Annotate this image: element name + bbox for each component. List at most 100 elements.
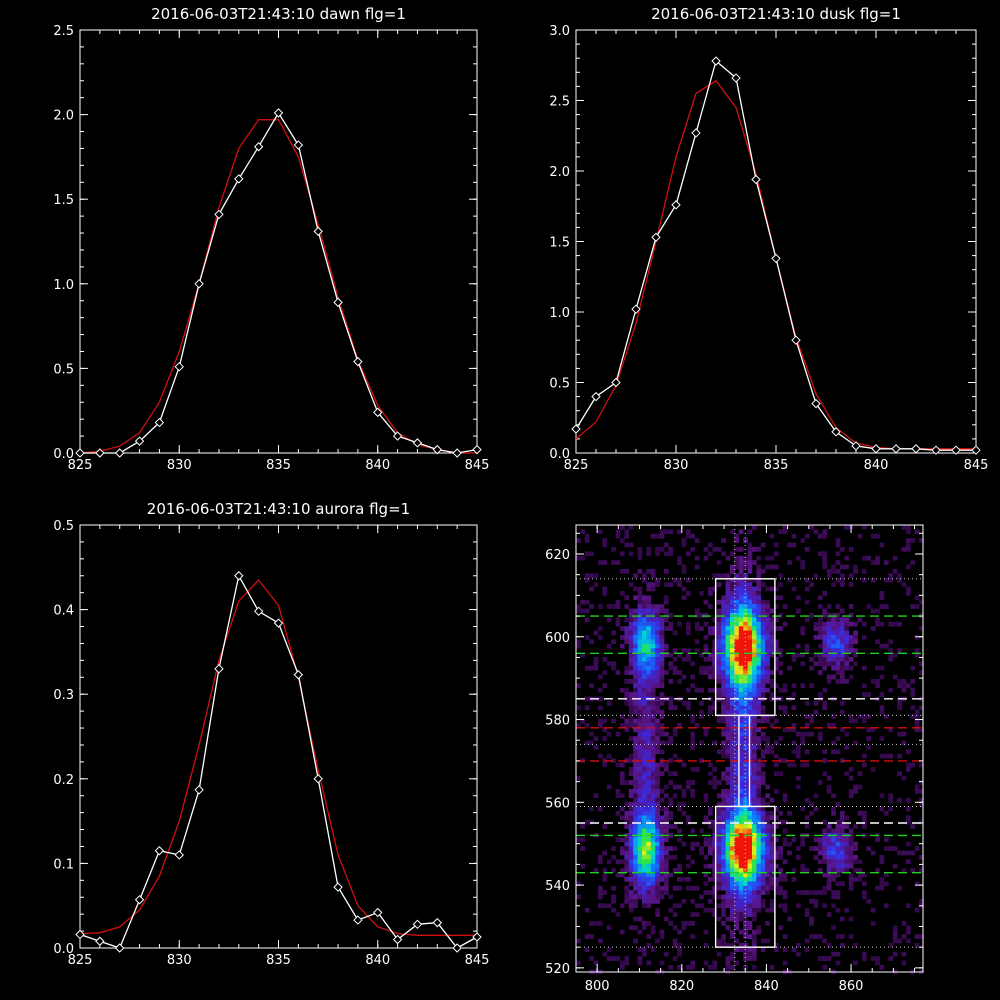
heatmap-cell — [822, 837, 828, 843]
heatmap-cell — [730, 846, 735, 851]
heatmap-cell — [655, 626, 660, 631]
heatmap-cell — [725, 965, 731, 970]
heatmap-cell — [738, 714, 744, 719]
heatmap-cell — [743, 709, 748, 715]
heatmap-cell — [686, 885, 691, 891]
heatmap-cell — [747, 599, 753, 605]
heatmap-cell — [752, 806, 757, 812]
heatmap-cell — [765, 855, 770, 860]
heatmap-cell — [743, 775, 748, 781]
heatmap-cell — [708, 965, 713, 970]
heatmap-cell — [774, 586, 779, 592]
heatmap-cell — [738, 758, 744, 763]
heatmap-cell — [756, 687, 762, 693]
heatmap-cell — [818, 859, 823, 865]
heatmap-cell — [664, 595, 669, 601]
heatmap-cell — [879, 591, 885, 596]
heatmap-cell — [857, 859, 863, 865]
heatmap-cell — [664, 652, 669, 658]
heatmap-cell — [752, 929, 757, 935]
heatmap-cell — [738, 582, 744, 587]
heatmap-cell — [769, 877, 775, 882]
heatmap-cell — [628, 639, 634, 645]
heatmap-cell — [870, 907, 876, 913]
heatmap-cell — [910, 687, 916, 693]
heatmap-cell — [760, 621, 766, 627]
heatmap-cell — [730, 657, 735, 662]
heatmap-cell — [694, 648, 700, 653]
heatmap-cell — [716, 714, 722, 719]
heatmap-cell — [659, 771, 665, 777]
heatmap-cell — [853, 846, 858, 851]
heatmap-cell — [774, 885, 779, 891]
heatmap-cell — [774, 846, 779, 851]
heatmap-cell — [774, 740, 779, 746]
heatmap-cell — [694, 621, 700, 627]
heatmap-cell — [650, 727, 656, 733]
heatmap-cell — [637, 591, 643, 596]
heatmap-cell — [650, 802, 656, 807]
heatmap-cell — [796, 903, 801, 909]
heatmap-cell — [778, 850, 784, 856]
heatmap-cell — [822, 648, 828, 653]
heatmap-cell — [734, 652, 740, 658]
heatmap-cell — [765, 745, 770, 750]
heatmap-cell — [672, 771, 678, 777]
heatmap-cell — [822, 533, 828, 539]
heatmap-cell — [708, 877, 713, 882]
heatmap-cell — [668, 815, 674, 821]
heatmap-cell — [584, 599, 590, 605]
heatmap-cell — [664, 551, 669, 557]
heatmap-cell — [831, 661, 836, 667]
heatmap-cell — [646, 771, 652, 777]
heatmap-cell — [659, 749, 665, 755]
heatmap-cell — [642, 573, 647, 579]
heatmap-cell — [756, 701, 762, 706]
heatmap-cell — [615, 529, 621, 535]
heatmap-cell — [853, 639, 858, 645]
y-tick-label: 0.0 — [53, 447, 74, 462]
heatmap-cell — [822, 652, 828, 658]
heatmap-cell — [659, 789, 665, 794]
heatmap-cell — [646, 661, 652, 667]
heatmap-cell — [826, 956, 832, 961]
heatmap-cell — [752, 635, 757, 640]
heatmap-cell — [725, 648, 731, 653]
heatmap-cell — [760, 635, 766, 640]
heatmap-cell — [681, 921, 687, 926]
heatmap-cell — [848, 828, 854, 834]
heatmap-cell — [743, 925, 748, 931]
data-point — [412, 438, 423, 448]
heatmap-cell — [831, 859, 836, 865]
heatmap-cell — [818, 692, 823, 697]
data-point — [194, 785, 204, 795]
heatmap-cell — [730, 916, 735, 922]
heatmap-cell — [901, 683, 907, 689]
heatmap-cell — [646, 881, 652, 887]
heatmap-cell — [677, 582, 682, 587]
heatmap-cell — [769, 692, 775, 697]
heatmap-cell — [712, 547, 718, 552]
heatmap-cell — [690, 731, 696, 737]
heatmap-cell — [730, 643, 735, 649]
heatmap-cell — [708, 850, 713, 856]
heatmap-cell — [602, 872, 608, 878]
heatmap-cell — [738, 577, 744, 583]
heatmap-cell — [866, 714, 872, 719]
heatmap-cell — [650, 815, 656, 821]
heatmap-cell — [725, 635, 731, 640]
heatmap-cell — [593, 921, 599, 926]
heatmap-cell — [752, 793, 757, 799]
heatmap-cell — [716, 652, 722, 658]
heatmap-cell — [760, 877, 766, 882]
heatmap-cell — [747, 912, 753, 917]
heatmap-cell — [884, 643, 889, 649]
heatmap-cell — [875, 837, 880, 843]
heatmap-cell — [879, 885, 885, 891]
heatmap-cell — [782, 859, 788, 865]
heatmap-cell — [708, 907, 713, 913]
heatmap-cell — [884, 872, 889, 878]
heatmap-cell — [576, 960, 581, 966]
heatmap-cell — [752, 951, 757, 957]
heatmap-cell — [628, 635, 634, 640]
